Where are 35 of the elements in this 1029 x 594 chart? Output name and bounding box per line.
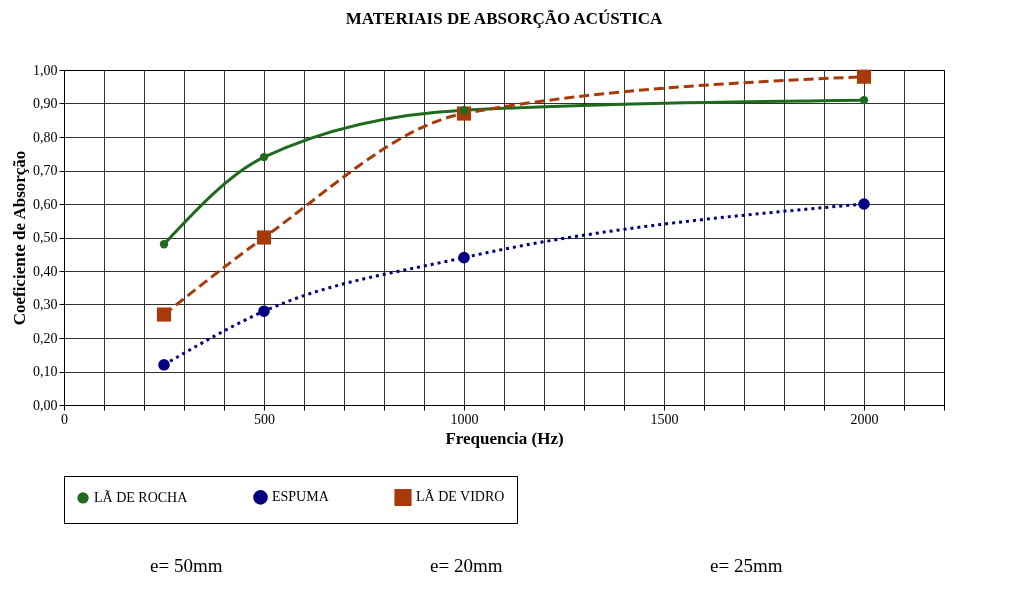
- y-tick-label: 0,80: [33, 129, 58, 145]
- text: e= 50mm: [150, 555, 224, 577]
- legend-label: LÃ DE VIDRO: [416, 489, 505, 505]
- x-tick-label: 2000: [850, 411, 879, 427]
- y-tick-label: 0,70: [33, 163, 58, 178]
- point: [259, 152, 269, 162]
- y-axis-title: Coeficiente de Absorção: [10, 150, 29, 326]
- point: [856, 69, 872, 84]
- x-tick-label: 0: [61, 411, 68, 427]
- point: [258, 305, 270, 317]
- chart-title: MATERIAIS DE ABSORÇÃO ACÚSTICA: [345, 9, 664, 28]
- point: [256, 230, 272, 245]
- point: [859, 95, 869, 105]
- x-axis-title: Frequencia (Hz): [445, 428, 564, 448]
- point: [458, 251, 470, 264]
- point: [858, 198, 870, 210]
- y-tick-label: 0,00: [33, 397, 58, 413]
- y-tick-label: 0,50: [33, 230, 58, 245]
- point: [158, 359, 170, 371]
- legend-label: LÃ DE ROCHA: [94, 489, 189, 505]
- text: e= 20mm: [430, 555, 504, 577]
- legend-label: ESPUMA: [272, 489, 330, 505]
- y-tick-label: 0,20: [33, 330, 58, 346]
- point: [156, 307, 172, 322]
- point: [159, 240, 169, 249]
- x-tick-label: 1500: [650, 411, 679, 427]
- x-tick-label: 1000: [450, 411, 479, 427]
- y-tick-label: 1,00: [33, 62, 58, 78]
- x-tick-label: 500: [254, 411, 275, 427]
- text: e= 25mm: [710, 555, 784, 577]
- y-tick-label: 0,40: [33, 263, 58, 279]
- y-tick-label: 0,90: [33, 96, 58, 111]
- y-tick-label: 0,10: [33, 364, 58, 379]
- y-tick-label: 0,30: [33, 297, 58, 312]
- y-tick-label: 0,60: [33, 196, 58, 212]
